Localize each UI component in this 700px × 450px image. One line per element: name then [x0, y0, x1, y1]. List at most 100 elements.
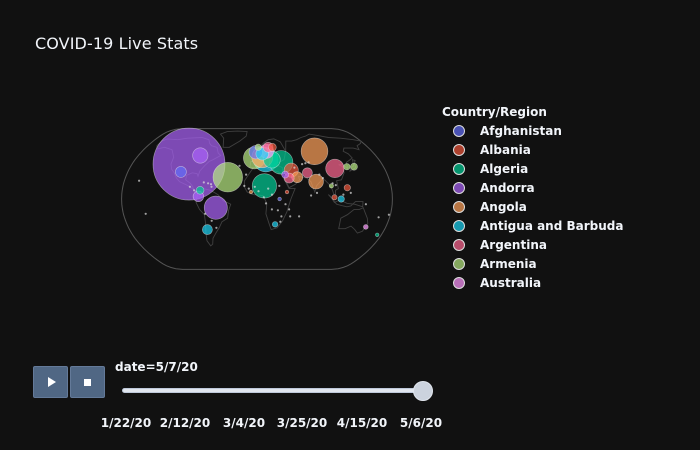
data-dot [289, 215, 292, 218]
play-button[interactable] [33, 366, 68, 398]
data-dot [253, 185, 256, 188]
data-bubble[interactable] [202, 224, 213, 235]
data-dot [247, 187, 250, 190]
data-bubble[interactable] [343, 163, 351, 171]
data-dot [243, 184, 246, 187]
data-bubble[interactable] [308, 173, 324, 190]
data-dot [349, 191, 352, 194]
data-bubble[interactable] [212, 162, 243, 193]
data-bubble[interactable] [203, 195, 228, 220]
legend-swatch [453, 125, 465, 137]
data-bubble[interactable] [281, 170, 290, 179]
legend: Country/Region Afghanistan Albania Algeria… [442, 104, 662, 296]
land-australia [338, 207, 369, 234]
data-dot [144, 212, 147, 215]
slider-tick-label: 4/15/20 [336, 416, 388, 430]
data-dot [293, 166, 296, 169]
data-bubble[interactable] [300, 137, 329, 166]
data-dot [387, 213, 390, 216]
legend-item[interactable]: Afghanistan [442, 122, 662, 141]
data-dot [238, 164, 241, 167]
legend-item[interactable]: Armenia [442, 255, 662, 274]
legend-item[interactable]: Andorra [442, 179, 662, 198]
legend-swatch [453, 277, 465, 289]
stop-button[interactable] [70, 366, 105, 398]
legend-label: Argentina [480, 238, 547, 252]
legend-swatch [453, 144, 465, 156]
data-dot [188, 185, 191, 188]
data-dot [270, 193, 274, 196]
legend-label: Albania [480, 143, 531, 157]
data-bubble[interactable] [195, 186, 205, 195]
stop-icon [84, 378, 91, 386]
legend-item[interactable]: Argentina [442, 236, 662, 255]
data-dot [138, 179, 141, 182]
legend-item[interactable]: Angola [442, 198, 662, 217]
slider-current-value: date=5/7/20 [115, 360, 198, 374]
legend-label: Andorra [480, 181, 535, 195]
data-bubble[interactable] [343, 184, 351, 192]
data-bubble[interactable] [337, 195, 345, 203]
date-slider-thumb[interactable] [413, 381, 433, 401]
data-bubble[interactable] [363, 224, 369, 230]
data-dot [364, 203, 367, 206]
data-dot [193, 189, 196, 192]
legend-label: Australia [480, 276, 542, 290]
data-dot [279, 220, 282, 223]
data-bubble[interactable] [254, 143, 262, 151]
data-dot [321, 177, 324, 180]
data-dot [267, 187, 270, 190]
data-bubble[interactable] [248, 189, 254, 195]
legend-label: Antigua and Barbuda [480, 219, 624, 233]
data-dot [315, 191, 319, 194]
legend-label: Algeria [480, 162, 529, 176]
legend-item[interactable]: Algeria [442, 160, 662, 179]
data-dot [264, 202, 268, 205]
data-dot [304, 162, 307, 165]
data-bubble[interactable] [375, 232, 380, 237]
data-dot [276, 209, 279, 212]
data-bubble[interactable] [331, 194, 338, 201]
legend-swatch [453, 201, 465, 213]
data-dot [210, 185, 213, 188]
data-bubble[interactable] [302, 167, 313, 179]
data-dot [262, 196, 265, 199]
data-dot [202, 181, 205, 184]
legend-item[interactable]: Australia [442, 274, 662, 293]
legend-title: Country/Region [442, 105, 547, 119]
data-dot [257, 190, 260, 193]
date-slider-rail[interactable] [122, 388, 424, 393]
data-bubble[interactable] [152, 127, 226, 201]
data-dot [284, 203, 287, 206]
data-bubble[interactable] [325, 158, 345, 178]
slider-prefix: date= [115, 360, 156, 374]
data-dot [301, 163, 304, 166]
slider-tick-label: 1/22/20 [100, 416, 152, 430]
land-greenland [219, 130, 248, 148]
data-dot [342, 193, 345, 196]
legend-label: Afghanistan [480, 124, 562, 138]
data-dot [298, 215, 301, 218]
data-bubble[interactable] [192, 147, 209, 164]
legend-swatch [453, 163, 465, 175]
data-dot [215, 226, 218, 229]
data-bubble[interactable] [277, 196, 282, 202]
legend-swatch [453, 258, 465, 270]
data-dot [270, 208, 273, 211]
data-dot [310, 194, 313, 197]
data-dot [288, 208, 291, 211]
data-bubble[interactable] [328, 183, 334, 189]
data-bubble[interactable] [284, 189, 290, 195]
data-dot [318, 173, 321, 176]
data-bubble[interactable] [350, 162, 358, 171]
data-dot [209, 183, 213, 186]
legend-item[interactable]: Antigua and Barbuda [442, 217, 662, 236]
data-dot [210, 219, 213, 222]
legend-item[interactable]: Albania [442, 141, 662, 160]
data-bubble[interactable] [175, 166, 187, 178]
data-bubble[interactable] [272, 221, 279, 228]
slider-current-date: 5/7/20 [155, 360, 198, 374]
data-bubble[interactable] [268, 143, 277, 152]
